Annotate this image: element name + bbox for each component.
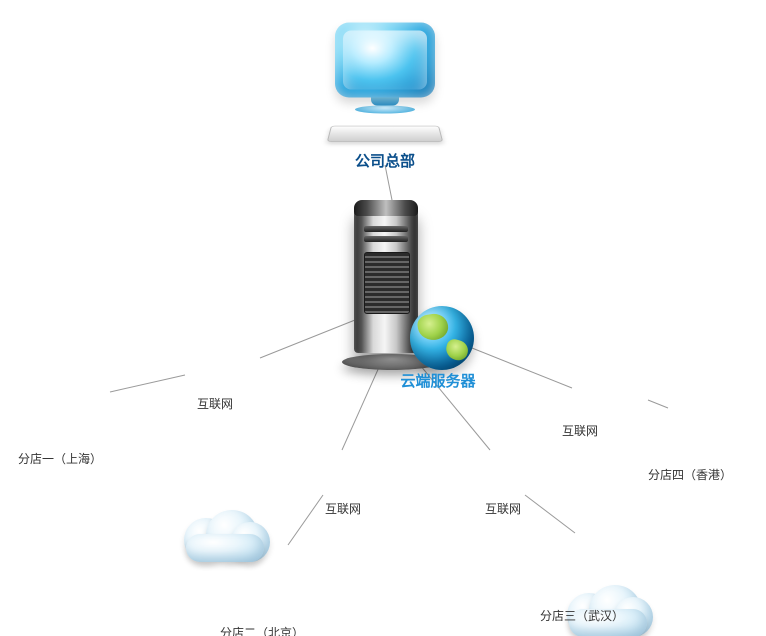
monitor-icon xyxy=(335,23,435,98)
hq-computer xyxy=(325,23,445,148)
edge-cloud-bottom-left-branch-2 xyxy=(288,495,323,545)
cloud-right-label: 互联网 xyxy=(562,422,598,439)
branch-3-label: 分店三（武汉） xyxy=(540,607,624,624)
edge-cloud-bottom-right-branch-3 xyxy=(525,495,575,533)
cloud-bottom-right-label: 互联网 xyxy=(485,500,521,517)
branch-4-label: 分店四（香港） xyxy=(648,466,732,483)
branch-2-label: 分店二（北京） xyxy=(220,624,304,636)
edge-server-cloud-bottom-left xyxy=(342,365,380,450)
diagram-canvas: 公司总部 云端服务器 互联网 互联网 互联网 互联网 分店一（上海） 分店二（北… xyxy=(0,0,766,636)
cloud-left-label: 互联网 xyxy=(197,395,233,412)
cloud-bottom-left-label: 互联网 xyxy=(325,500,361,517)
edge-cloud-right-branch-4 xyxy=(648,400,668,408)
keyboard-icon xyxy=(327,126,443,142)
hq-label: 公司总部 xyxy=(355,150,415,171)
edge-cloud-left-branch-1 xyxy=(110,375,185,392)
cloud-left xyxy=(180,514,270,562)
globe-icon xyxy=(410,306,474,370)
server-label: 云端服务器 xyxy=(400,370,475,391)
branch-1-label: 分店一（上海） xyxy=(18,450,102,467)
